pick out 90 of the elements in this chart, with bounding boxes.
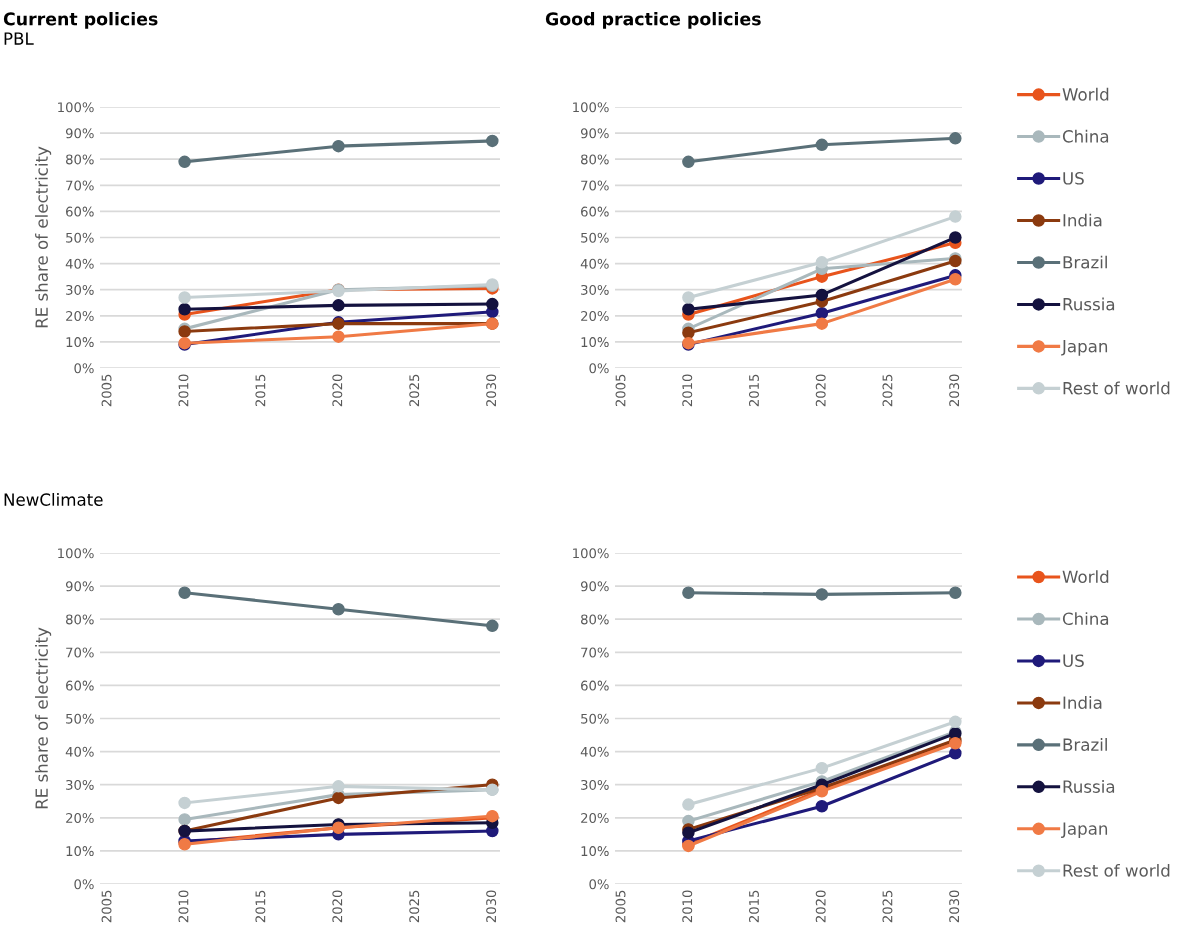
y-tick-label: 60%: [581, 206, 609, 217]
y-tick-label: 60%: [66, 206, 94, 217]
y-tick-label: 40%: [65, 258, 94, 269]
y-tick-label: 100%: [573, 102, 609, 113]
x-tick-label: 2010: [682, 890, 693, 923]
legend-label: India: [1063, 213, 1102, 227]
y-tick-label: 50%: [66, 713, 94, 724]
x-tick-label: 2005: [101, 890, 112, 923]
y-tick-label: 10%: [66, 337, 94, 348]
y-tick-label: 20%: [66, 311, 94, 321]
y-tick-label: 30%: [581, 779, 609, 790]
y-tick-label: 50%: [581, 232, 609, 243]
y-tick-label: 30%: [66, 779, 94, 790]
y-tick-label: 40%: [65, 746, 94, 757]
y-tick-label: 40%: [580, 258, 609, 269]
y-tick-label: 50%: [66, 232, 94, 243]
x-tick-label: 2030: [949, 374, 960, 407]
x-tick-label: 2005: [615, 374, 626, 407]
y-tick-label: 30%: [66, 284, 94, 295]
y-tick-label: 50%: [581, 713, 609, 724]
y-tick-label: 60%: [66, 680, 94, 691]
legend-label: Brazil: [1063, 255, 1107, 269]
y-tick-label: 70%: [581, 647, 609, 658]
x-tick-label: 2020: [332, 374, 343, 407]
y-tick-label: 10%: [581, 846, 609, 857]
x-tick-label: 2025: [882, 890, 893, 923]
y-tick-label: 80%: [581, 614, 609, 625]
x-tick-label: 2025: [409, 890, 420, 923]
legend-label: Rest of world: [1063, 863, 1170, 877]
y-tick-label: 80%: [66, 154, 94, 165]
x-tick-label: 2025: [409, 374, 420, 407]
x-tick-label: 2030: [486, 890, 497, 923]
y-tick-label: 10%: [66, 846, 94, 857]
y-tick-label: 30%: [581, 284, 609, 295]
y-tick-label: 60%: [581, 680, 609, 691]
y-tick-label: 90%: [580, 128, 609, 139]
legend-label: US: [1063, 654, 1084, 668]
legend-label: Russia: [1063, 780, 1115, 793]
legend-label: Japan: [1061, 822, 1108, 839]
x-tick-label: 2015: [255, 374, 266, 407]
legend-label: Rest of world: [1063, 381, 1170, 395]
x-tick-label: 2010: [178, 374, 189, 407]
legend-label: US: [1063, 172, 1084, 185]
legend-label: India: [1063, 696, 1102, 709]
y-tick-label: 90%: [65, 128, 94, 139]
x-tick-label: 2010: [682, 374, 693, 407]
y-tick-label: 20%: [581, 311, 609, 321]
legend-label: Japan: [1061, 340, 1108, 356]
legend-label: World: [1062, 570, 1109, 584]
y-tick-label: 90%: [65, 581, 94, 592]
y-tick-label: 70%: [581, 180, 609, 191]
x-tick-label: 2020: [815, 890, 826, 923]
y-tick-label: 0%: [74, 363, 94, 374]
legend-label: China: [1062, 129, 1109, 143]
x-tick-label: 2020: [332, 890, 343, 923]
y-tick-label: 100%: [58, 102, 94, 113]
x-tick-label: 2030: [949, 890, 960, 923]
legend-label: World: [1062, 87, 1109, 101]
y-tick-label: 100%: [58, 548, 94, 559]
x-tick-label: 2005: [101, 374, 112, 407]
x-tick-label: 2015: [748, 890, 759, 923]
x-tick-label: 2015: [748, 374, 759, 407]
chart-title: Good practice policies: [545, 12, 761, 29]
x-tick-label: 2030: [486, 374, 497, 407]
legend-label: China: [1062, 612, 1109, 626]
x-tick-label: 2025: [882, 374, 893, 407]
chart-title: Current policies: [3, 12, 158, 29]
y-tick-label: 0%: [74, 879, 94, 890]
x-tick-label: 2020: [815, 374, 826, 407]
legend-label: Russia: [1063, 297, 1115, 311]
y-tick-label: 70%: [66, 647, 94, 658]
y-tick-label: 80%: [66, 614, 94, 625]
chart-subtitle: PBL: [4, 32, 34, 45]
x-tick-label: 2010: [178, 890, 189, 923]
x-tick-label: 2005: [615, 890, 626, 923]
y-tick-label: 70%: [66, 180, 94, 191]
y-tick-label: 10%: [581, 337, 609, 348]
y-axis-title: RE share of electricity: [35, 146, 52, 328]
y-tick-label: 80%: [581, 154, 609, 165]
y-tick-label: 100%: [573, 548, 609, 559]
y-tick-label: 90%: [580, 581, 609, 592]
chart-subtitle: NewClimate: [4, 493, 103, 506]
y-axis-title: RE share of electricity: [35, 627, 52, 809]
y-tick-label: 20%: [66, 813, 94, 823]
y-tick-label: 0%: [589, 879, 609, 890]
x-tick-label: 2015: [255, 890, 266, 923]
y-tick-label: 40%: [580, 746, 609, 757]
y-tick-label: 20%: [581, 813, 609, 823]
legend-label: Brazil: [1063, 738, 1107, 751]
y-tick-label: 0%: [589, 363, 609, 374]
